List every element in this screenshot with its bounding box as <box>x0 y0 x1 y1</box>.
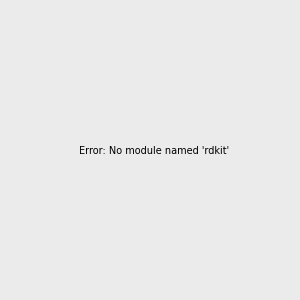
Text: Error: No module named 'rdkit': Error: No module named 'rdkit' <box>79 146 229 157</box>
